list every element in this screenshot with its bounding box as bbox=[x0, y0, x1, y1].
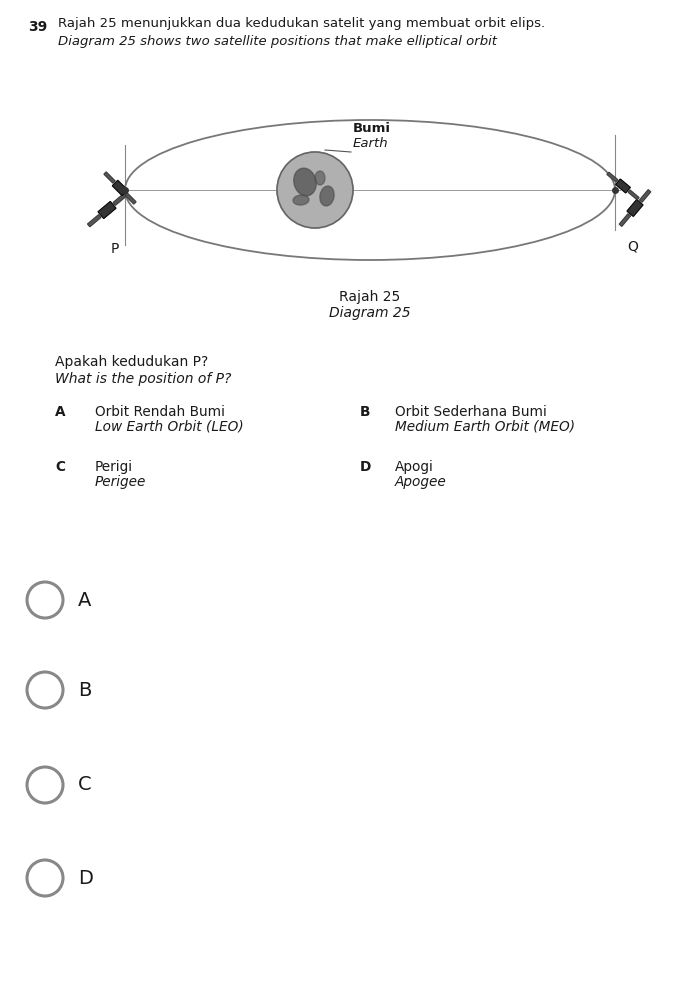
Text: Apogi: Apogi bbox=[395, 460, 434, 474]
Polygon shape bbox=[628, 190, 639, 200]
Ellipse shape bbox=[294, 168, 316, 196]
Text: D: D bbox=[78, 868, 93, 887]
Text: Orbit Rendah Bumi: Orbit Rendah Bumi bbox=[95, 405, 225, 419]
Polygon shape bbox=[104, 172, 115, 183]
Text: Q: Q bbox=[628, 240, 639, 254]
Text: Low Earth Orbit (LEO): Low Earth Orbit (LEO) bbox=[95, 420, 244, 434]
Polygon shape bbox=[125, 193, 136, 204]
Text: Medium Earth Orbit (MEO): Medium Earth Orbit (MEO) bbox=[395, 420, 575, 434]
Polygon shape bbox=[98, 202, 116, 219]
Circle shape bbox=[277, 152, 353, 228]
Polygon shape bbox=[87, 215, 101, 227]
Polygon shape bbox=[112, 181, 128, 196]
Ellipse shape bbox=[293, 195, 309, 205]
Text: Apogee: Apogee bbox=[395, 475, 447, 489]
Polygon shape bbox=[607, 172, 618, 182]
Polygon shape bbox=[113, 193, 126, 205]
Text: Earth: Earth bbox=[353, 137, 389, 150]
Text: Orbit Sederhana Bumi: Orbit Sederhana Bumi bbox=[395, 405, 547, 419]
Text: A: A bbox=[55, 405, 66, 419]
Text: B: B bbox=[78, 680, 92, 699]
Ellipse shape bbox=[320, 186, 334, 206]
Text: Apakah kedudukan P?: Apakah kedudukan P? bbox=[55, 355, 208, 369]
Text: Bumi: Bumi bbox=[353, 122, 391, 135]
Text: Rajah 25: Rajah 25 bbox=[339, 290, 401, 304]
Text: 39: 39 bbox=[28, 20, 47, 34]
Polygon shape bbox=[619, 214, 630, 227]
Text: C: C bbox=[55, 460, 65, 474]
Polygon shape bbox=[639, 190, 651, 202]
Text: A: A bbox=[78, 590, 92, 609]
Text: Perigi: Perigi bbox=[95, 460, 133, 474]
Text: Perigee: Perigee bbox=[95, 475, 146, 489]
Text: Diagram 25 shows two satellite positions that make elliptical orbit: Diagram 25 shows two satellite positions… bbox=[58, 35, 497, 48]
Text: D: D bbox=[360, 460, 372, 474]
Text: C: C bbox=[78, 775, 92, 794]
Text: Rajah 25 menunjukkan dua kedudukan satelit yang membuat orbit elips.: Rajah 25 menunjukkan dua kedudukan satel… bbox=[58, 17, 545, 30]
Polygon shape bbox=[627, 200, 643, 217]
Ellipse shape bbox=[315, 171, 325, 185]
Text: Diagram 25: Diagram 25 bbox=[329, 306, 410, 320]
Text: What is the position of P?: What is the position of P? bbox=[55, 372, 232, 386]
Polygon shape bbox=[615, 179, 630, 193]
Text: P: P bbox=[111, 242, 120, 256]
Text: B: B bbox=[360, 405, 370, 419]
